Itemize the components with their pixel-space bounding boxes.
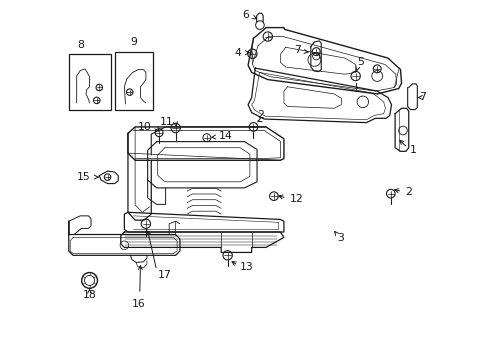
- Text: 2: 2: [405, 187, 411, 197]
- Text: 4: 4: [234, 48, 241, 58]
- Text: 8: 8: [77, 40, 83, 50]
- Text: 11: 11: [160, 117, 173, 127]
- Text: 1: 1: [408, 144, 415, 154]
- Text: 2: 2: [257, 110, 264, 120]
- Text: 12: 12: [289, 194, 303, 204]
- Text: 18: 18: [82, 291, 96, 301]
- Text: 7: 7: [418, 92, 425, 102]
- Bar: [115, 51, 153, 110]
- Text: 5: 5: [357, 57, 364, 67]
- Text: 7: 7: [294, 45, 301, 55]
- Text: 10: 10: [138, 122, 152, 132]
- Text: 9: 9: [130, 37, 137, 47]
- Bar: [69, 54, 111, 110]
- Text: 6: 6: [242, 10, 248, 20]
- Text: 16: 16: [132, 299, 145, 309]
- Text: 14: 14: [218, 131, 232, 141]
- Text: 15: 15: [77, 172, 91, 182]
- Text: 13: 13: [240, 262, 253, 272]
- Text: 17: 17: [158, 270, 171, 280]
- Text: 3: 3: [336, 233, 343, 243]
